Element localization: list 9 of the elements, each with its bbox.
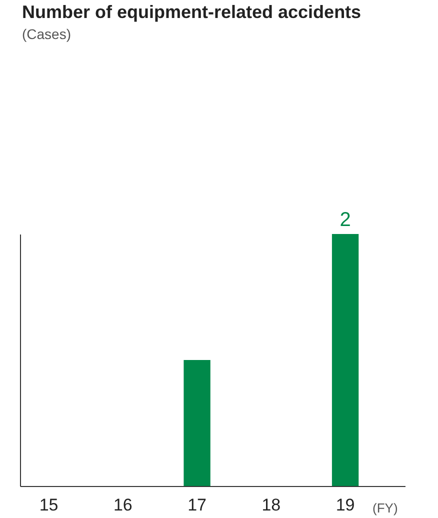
x-tick-label: 16 [113,496,132,514]
x-tick-label: 18 [262,496,281,514]
x-tick-label: 17 [188,496,207,514]
text: (Cases) [22,26,72,42]
x-tick-label: 19 [336,496,355,514]
chart-title: Number of equipment-related accidents [22,2,362,22]
x-tick-label: 15 [39,496,58,514]
x-axis-title: (FY) [372,500,398,516]
data-label: 2 [340,209,351,231]
